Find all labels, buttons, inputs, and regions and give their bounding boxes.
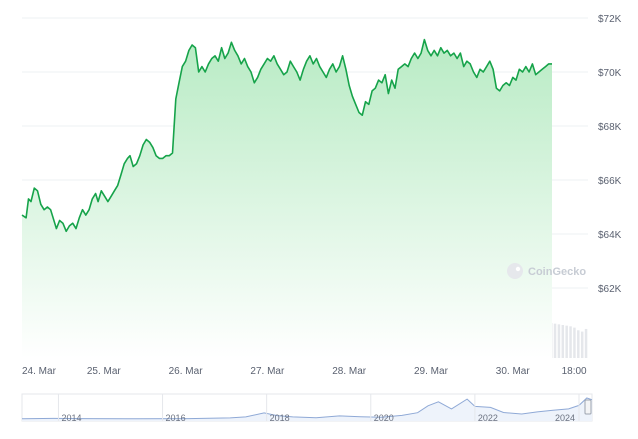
price-area: [22, 39, 552, 358]
price-line: [21, 38, 552, 233]
price-area-fill: [22, 39, 552, 358]
volume-bar: [584, 328, 588, 358]
watermark: CoinGecko: [507, 263, 586, 279]
x-tick-label: 29. Mar: [414, 366, 449, 377]
x-tick-label: 30. Mar: [496, 366, 531, 377]
navigator[interactable]: 2014 2016 2018 2020 2022 2024: [21, 393, 593, 423]
volume-bar: [553, 323, 557, 358]
navigator-line: [21, 397, 593, 420]
watermark-text: CoinGecko: [528, 266, 586, 278]
x-tick-label: 25. Mar: [87, 366, 122, 377]
x-axis: 24. Mar 25. Mar 26. Mar 27. Mar 28. Mar 29. M…: [22, 366, 587, 377]
volume-bar: [577, 330, 580, 358]
y-axis: $62K $64K $66K $68K $70K $72K: [598, 14, 622, 295]
volume-bar: [573, 327, 576, 358]
y-tick-label: $64K: [598, 230, 622, 241]
price-line-path: [21, 38, 552, 233]
x-tick-label: 28. Mar: [332, 366, 367, 377]
x-tick-label: 24. Mar: [22, 366, 57, 377]
navigator-tick-label: 2024: [555, 413, 575, 423]
navigator-area: [22, 398, 592, 421]
volume-bar: [569, 326, 572, 358]
y-tick-label: $66K: [598, 176, 622, 187]
volume-bar: [565, 325, 568, 358]
y-tick-label: $70K: [598, 68, 622, 79]
x-tick-label: 18:00: [562, 366, 587, 377]
navigator-tick-label: 2018: [270, 413, 290, 423]
x-tick-label: 27. Mar: [250, 366, 285, 377]
volume-bar: [557, 324, 561, 358]
navigator-handle[interactable]: [584, 399, 592, 415]
y-tick-label: $72K: [598, 14, 622, 25]
y-tick-label: $62K: [598, 284, 622, 295]
y-tick-label: $68K: [598, 122, 622, 133]
volume-bar: [580, 331, 584, 358]
x-tick-label: 26. Mar: [169, 366, 204, 377]
navigator-tick-label: 2014: [61, 413, 81, 423]
volume-bar: [561, 325, 565, 358]
coingecko-logo-icon: [507, 263, 523, 279]
navigator-tick-label: 2020: [374, 413, 394, 423]
navigator-tick-label: 2022: [478, 413, 498, 423]
navigator-tick-label: 2016: [166, 413, 186, 423]
